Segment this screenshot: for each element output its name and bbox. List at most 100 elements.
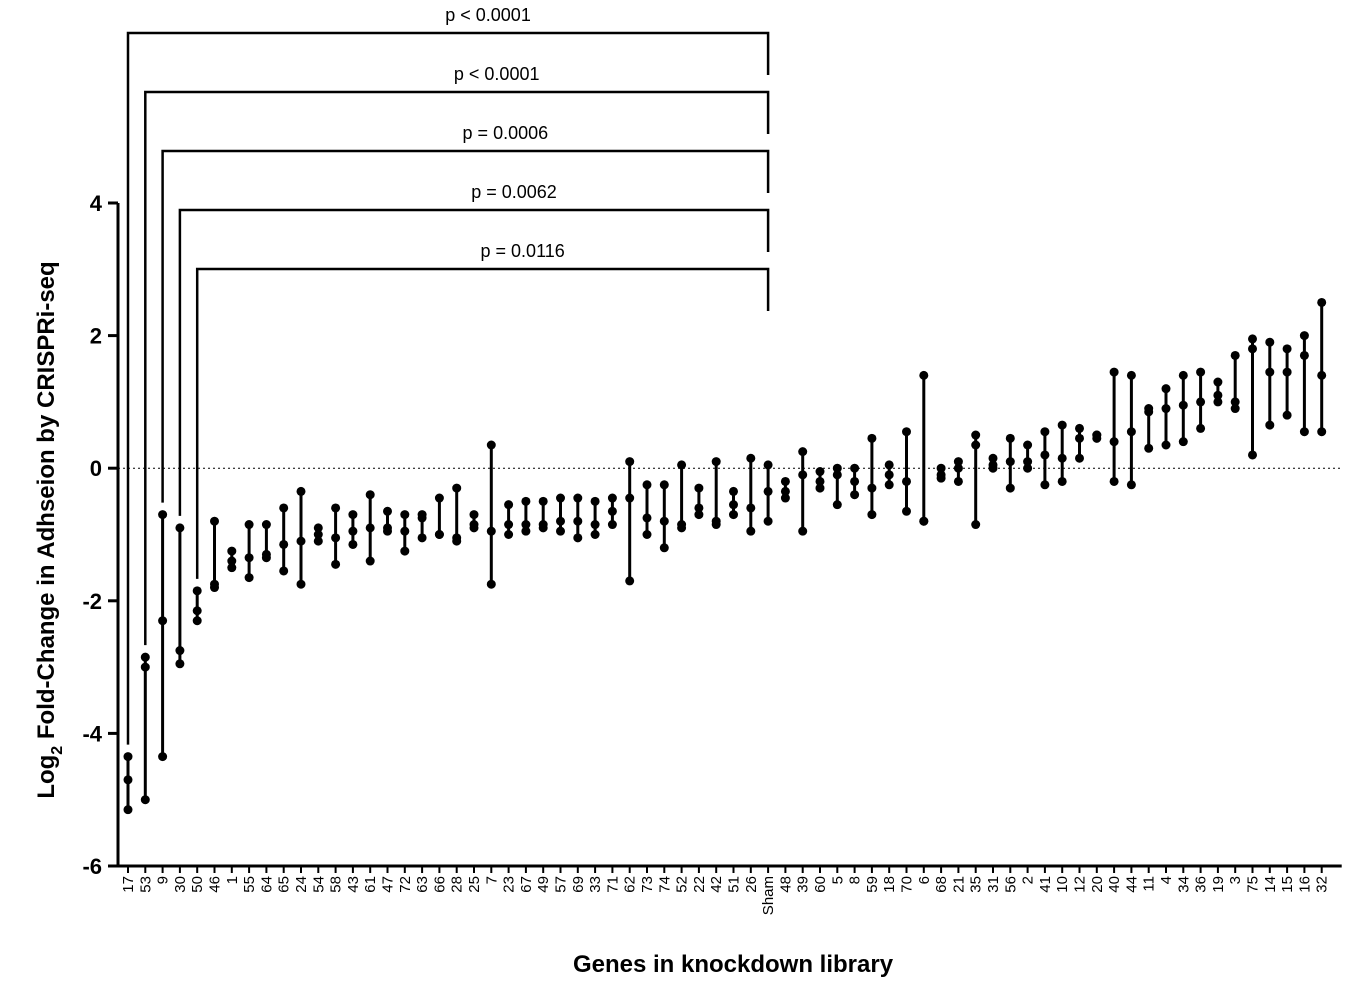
data-point (175, 646, 185, 656)
data-point (971, 440, 981, 450)
data-point (1057, 476, 1067, 486)
x-tick-label: 8 (847, 876, 864, 884)
data-point (711, 457, 721, 467)
data-point (1265, 420, 1275, 430)
data-point (902, 427, 911, 437)
data-point (1057, 453, 1067, 463)
data-point (1126, 427, 1136, 437)
data-point (642, 480, 652, 490)
x-tick-label: 11 (1141, 876, 1158, 892)
data-point (1317, 297, 1327, 307)
x-tick-label: 54 (310, 876, 327, 893)
data-point (538, 520, 548, 530)
data-point (798, 526, 808, 536)
data-point (365, 523, 375, 533)
data-point (1230, 350, 1240, 360)
data-point (590, 530, 600, 539)
data-point (227, 563, 237, 573)
data-point (1213, 397, 1223, 407)
data-point (1299, 427, 1309, 437)
data-point (417, 533, 427, 543)
data-point (746, 453, 756, 463)
data-point (1161, 384, 1171, 394)
data-point (1196, 423, 1206, 433)
data-point (1023, 440, 1033, 450)
x-tick-label: 39 (795, 876, 812, 893)
x-tick-label: 69 (570, 876, 587, 893)
y-tick-label: 0 (90, 456, 102, 481)
data-point (192, 606, 202, 616)
data-point (694, 510, 704, 520)
data-point (348, 510, 358, 520)
data-point (711, 516, 721, 526)
y-tick-label: -2 (82, 589, 102, 614)
data-point (677, 520, 687, 530)
data-point (504, 500, 514, 510)
data-point (365, 490, 375, 500)
data-point (123, 752, 133, 762)
x-tick-label: 63 (414, 876, 431, 893)
data-point (1057, 420, 1067, 430)
data-point (867, 510, 877, 520)
data-point (1317, 370, 1327, 380)
x-tick-label: 47 (380, 876, 397, 893)
data-point (988, 460, 998, 470)
data-point (1040, 480, 1050, 490)
x-tick-label: 55 (241, 876, 258, 893)
data-point (1092, 430, 1102, 440)
x-tick-label: 41 (1037, 876, 1054, 893)
data-point (469, 510, 479, 520)
x-tick-label: 44 (1123, 876, 1140, 893)
data-point (798, 447, 808, 457)
data-point (521, 496, 531, 506)
x-tick-label: 24 (293, 876, 310, 893)
data-point (919, 370, 929, 380)
data-point (140, 662, 150, 672)
data-point (175, 523, 185, 533)
y-tick-label: -4 (82, 721, 102, 746)
data-point (158, 616, 168, 626)
x-tick-label: 43 (345, 876, 362, 893)
data-point (261, 549, 271, 559)
data-point (953, 463, 963, 473)
data-point (625, 576, 635, 586)
data-point (400, 510, 410, 520)
data-point (365, 556, 375, 566)
significance-bracket (195, 267, 770, 579)
data-point (1161, 404, 1171, 414)
data-point (331, 533, 341, 543)
data-point (590, 496, 600, 506)
data-point (210, 516, 219, 526)
data-point (556, 516, 565, 526)
data-point (1161, 440, 1171, 450)
data-point (452, 533, 462, 543)
p-value-label: p = 0.0062 (471, 182, 557, 202)
data-point (780, 476, 790, 486)
data-marks (123, 297, 1327, 815)
data-point (832, 500, 842, 510)
x-tick-label: 34 (1175, 876, 1192, 893)
x-tick-label: 57 (553, 876, 570, 893)
y-axis-title: Log2 Fold-Change in Adhseion by CRISPRi-… (33, 261, 66, 798)
p-value-label: p < 0.0001 (445, 5, 531, 25)
data-point (971, 430, 981, 440)
x-tick-label: 12 (1072, 876, 1089, 893)
data-point (642, 513, 652, 523)
data-point (296, 579, 306, 589)
x-tick-label: 73 (639, 876, 656, 893)
x-tick-label: 66 (431, 876, 448, 893)
data-point (1248, 344, 1257, 354)
data-point (815, 476, 825, 486)
x-tick-label: 75 (1245, 876, 1262, 893)
x-tick-label: 67 (518, 876, 535, 893)
data-point (417, 510, 427, 520)
data-point (953, 476, 963, 486)
data-point (313, 536, 323, 546)
data-point (1109, 476, 1119, 486)
y-tick-label: 4 (90, 191, 103, 216)
data-point (832, 470, 842, 480)
data-point (556, 493, 565, 503)
data-point (158, 510, 168, 520)
x-tick-label: 4 (1158, 876, 1175, 884)
y-axis-title-rest: Fold-Change in Adhseion by CRISPRi-seq (33, 261, 60, 745)
